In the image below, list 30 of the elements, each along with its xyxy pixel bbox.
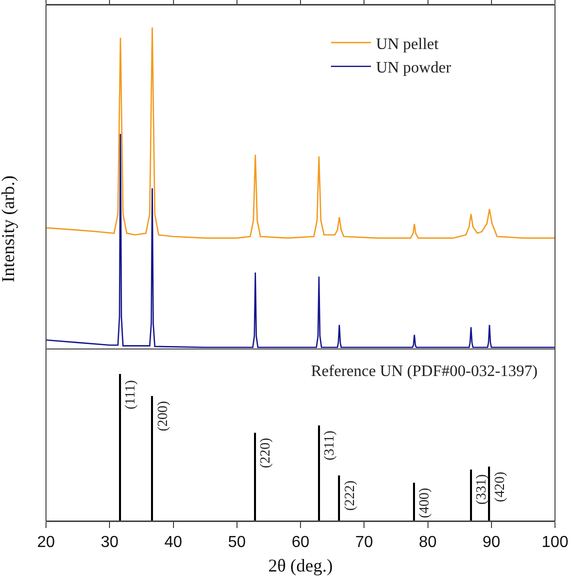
legend-label: UN pellet [376, 36, 440, 53]
x-tick-label: 50 [228, 534, 246, 552]
x-tick-label: 90 [482, 534, 500, 552]
x-tick-label: 30 [100, 534, 119, 552]
bar [151, 396, 153, 521]
bar [338, 475, 340, 521]
annotation: (111) [123, 380, 138, 410]
annotation: (420) [492, 471, 508, 502]
annotation: (311) [322, 430, 338, 460]
x-tick-label: 40 [164, 534, 182, 552]
x-tick-label: 20 [37, 534, 55, 552]
x-tick-label: 80 [418, 534, 437, 552]
annotation: (220) [258, 437, 274, 468]
bar [119, 374, 122, 521]
annotation: (331) [474, 474, 490, 505]
x-tick-label: 70 [355, 534, 374, 552]
x-tick-label: 100 [542, 534, 568, 552]
bar [318, 425, 320, 521]
bar [254, 432, 256, 521]
annotation: (200) [156, 400, 172, 432]
x-axis-title: 2θ (deg.) [268, 555, 333, 576]
y-axis-title: Intensity (arb.) [0, 175, 18, 282]
annotation: Reference UN (PDF#00-032-1397) [311, 363, 538, 380]
legend-label: UN powder [376, 60, 452, 77]
annotation: (222) [342, 480, 358, 511]
annotation: (400) [418, 488, 433, 518]
bar [488, 466, 490, 521]
bar [470, 470, 472, 521]
x-tick-label: 60 [292, 534, 310, 552]
bar [413, 482, 415, 521]
